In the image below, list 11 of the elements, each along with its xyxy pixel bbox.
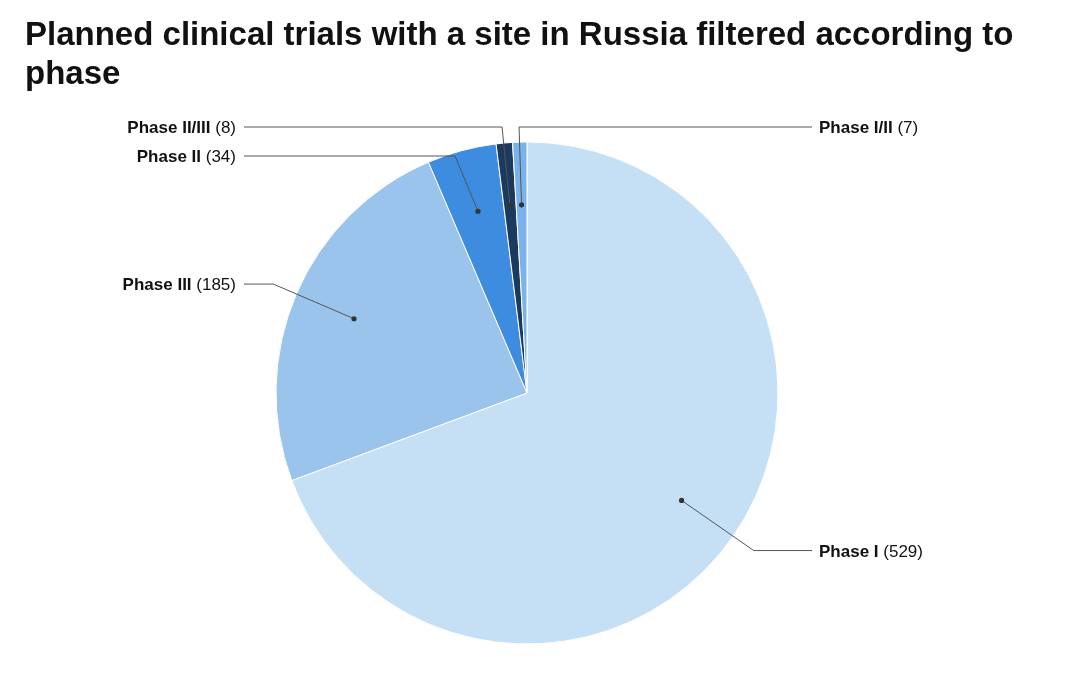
data-label: (8) [210,117,236,137]
chart-title: Planned clinical trials with a site in Russia filtered according to phase [25,14,1015,92]
slice-label: Phase II/III [127,117,211,137]
data-label: (34) [201,146,236,166]
slice-label: Phase III [122,275,192,295]
data-label: (185) [191,275,236,295]
slice-label: Phase I [819,541,879,561]
slice-label: Phase I/II [819,117,893,137]
slice-label: Phase II [136,146,202,166]
data-label: (529) [878,541,923,561]
data-label: (7) [892,117,919,137]
